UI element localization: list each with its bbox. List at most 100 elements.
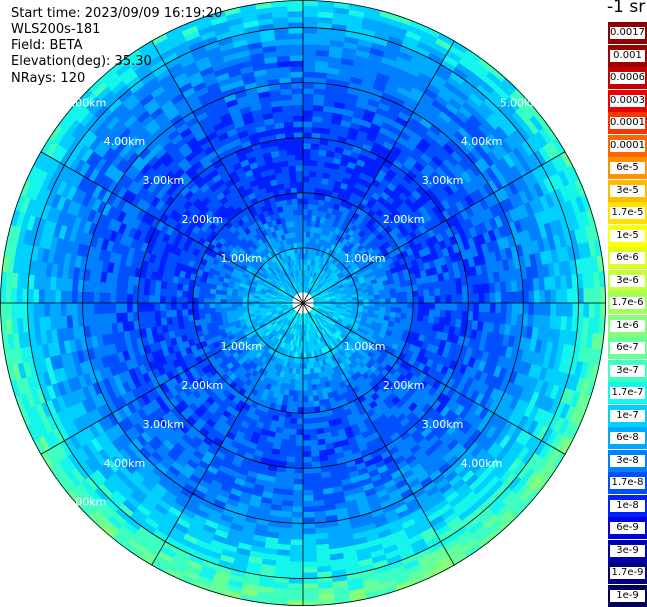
beta-cell bbox=[214, 302, 221, 308]
beta-cell bbox=[528, 302, 535, 316]
beta-cell bbox=[445, 287, 452, 296]
beta-cell bbox=[434, 309, 441, 318]
beta-cell bbox=[16, 302, 23, 319]
beta-cell bbox=[288, 434, 297, 441]
beta-cell bbox=[220, 302, 227, 308]
beta-cell bbox=[309, 170, 318, 178]
beta-cell bbox=[302, 60, 317, 67]
beta-cell bbox=[313, 400, 320, 408]
beta-cell bbox=[60, 302, 67, 317]
beta-cell bbox=[473, 302, 480, 313]
beta-cell bbox=[302, 203, 309, 210]
beta-cell bbox=[309, 423, 317, 430]
beta-cell bbox=[423, 309, 430, 317]
beta-cell bbox=[287, 594, 304, 601]
beta-cell bbox=[302, 87, 315, 95]
beta-cell bbox=[302, 478, 313, 486]
beta-cell bbox=[65, 290, 73, 304]
beta-cell bbox=[285, 456, 296, 463]
beta-cell bbox=[192, 296, 199, 304]
beta-cell bbox=[400, 286, 408, 293]
beta-cell bbox=[120, 293, 128, 304]
beta-cell bbox=[462, 302, 469, 312]
beta-cell bbox=[456, 310, 463, 321]
beta-cell bbox=[302, 379, 308, 386]
beta-cell bbox=[214, 298, 221, 304]
beta-cell bbox=[126, 302, 133, 313]
beta-cell bbox=[439, 287, 447, 297]
beta-cell bbox=[287, 445, 296, 452]
beta-cell bbox=[412, 296, 419, 304]
beta-cell bbox=[296, 412, 304, 419]
beta-cell bbox=[5, 287, 12, 304]
beta-cell bbox=[176, 309, 183, 317]
beta-cell bbox=[302, 27, 318, 34]
beta-cell bbox=[220, 306, 227, 312]
beta-cell bbox=[98, 302, 106, 314]
beta-cell bbox=[310, 450, 320, 458]
beta-cell bbox=[379, 302, 386, 308]
beta-cell bbox=[307, 401, 315, 408]
beta-cell bbox=[209, 311, 217, 318]
beta-cell bbox=[302, 396, 309, 403]
beta-cell bbox=[181, 302, 188, 310]
beta-cell bbox=[148, 302, 155, 312]
beta-cell bbox=[310, 445, 319, 452]
beta-cell bbox=[306, 379, 312, 386]
beta-cell bbox=[153, 294, 161, 304]
beta-cell bbox=[295, 434, 304, 442]
beta-cell bbox=[308, 181, 316, 189]
beta-cell bbox=[302, 220, 308, 227]
beta-cell bbox=[572, 288, 579, 304]
beta-field bbox=[0, 0, 606, 606]
beta-cell bbox=[456, 285, 463, 296]
beta-cell bbox=[16, 287, 23, 304]
beta-cell bbox=[302, 54, 317, 62]
beta-cell bbox=[76, 290, 84, 304]
beta-cell bbox=[295, 429, 304, 436]
beta-cell bbox=[32, 302, 40, 318]
beta-cell bbox=[242, 302, 249, 307]
beta-cell bbox=[302, 473, 313, 480]
beta-cell bbox=[302, 401, 309, 408]
beta-cell bbox=[295, 440, 304, 447]
beta-cell bbox=[294, 462, 304, 469]
beta-cell bbox=[555, 302, 563, 317]
beta-cell bbox=[290, 417, 298, 425]
beta-cell bbox=[302, 594, 319, 601]
beta-cell bbox=[225, 298, 232, 304]
beta-cell bbox=[594, 287, 601, 304]
beta-cell bbox=[93, 291, 100, 304]
beta-cell bbox=[489, 302, 497, 314]
beta-cell bbox=[170, 295, 177, 304]
beta-cell bbox=[302, 572, 318, 579]
beta-cell bbox=[148, 286, 156, 296]
beta-cell bbox=[396, 302, 403, 309]
beta-cell bbox=[298, 379, 304, 386]
beta-cell bbox=[71, 302, 78, 316]
beta-cell bbox=[291, 506, 304, 513]
beta-cell bbox=[308, 192, 315, 200]
beta-cell bbox=[302, 38, 318, 45]
beta-cell bbox=[192, 291, 200, 298]
beta-cell bbox=[434, 302, 442, 311]
beta-cell bbox=[302, 131, 313, 139]
beta-cell bbox=[309, 434, 318, 441]
beta-cell bbox=[302, 451, 312, 458]
beta-cell bbox=[298, 385, 304, 392]
beta-cell bbox=[286, 450, 296, 458]
beta-cell bbox=[302, 363, 307, 370]
beta-cell bbox=[423, 302, 431, 310]
beta-cell bbox=[49, 302, 56, 317]
beta-cell bbox=[572, 302, 579, 318]
beta-cell bbox=[423, 289, 430, 297]
beta-cell bbox=[302, 115, 314, 122]
beta-cell bbox=[148, 294, 155, 304]
beta-cell bbox=[308, 406, 315, 414]
beta-cell bbox=[289, 423, 297, 430]
beta-cell bbox=[307, 395, 314, 403]
beta-cell bbox=[302, 153, 312, 161]
beta-cell bbox=[302, 539, 317, 546]
beta-cell bbox=[488, 282, 496, 294]
